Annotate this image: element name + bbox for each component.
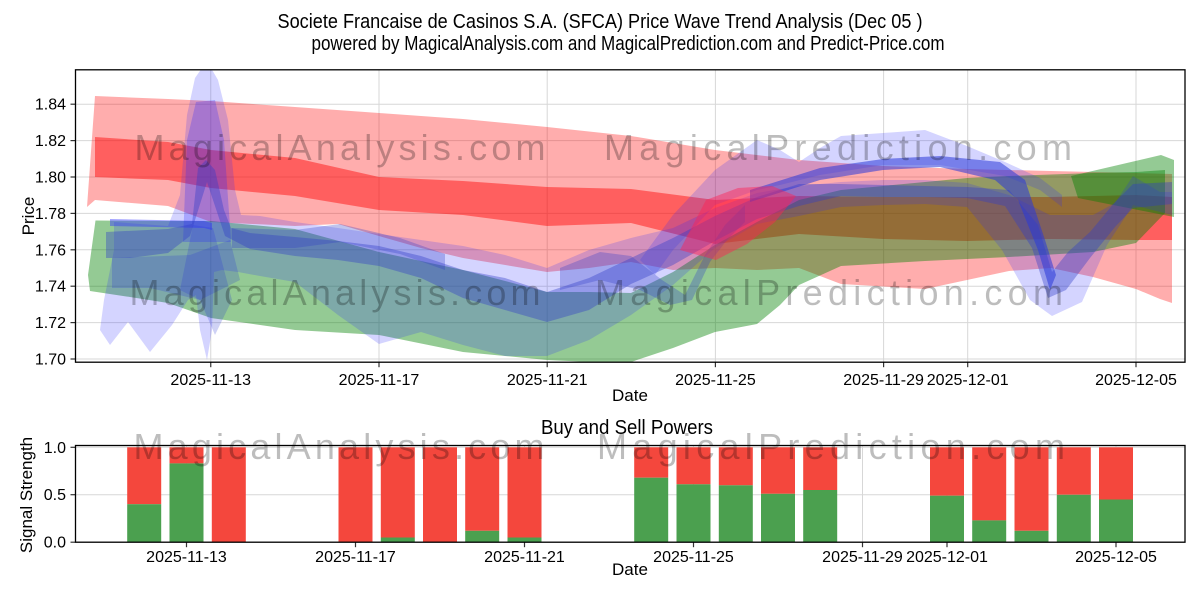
svg-text:2025-11-17: 2025-11-17 xyxy=(339,372,420,389)
svg-text:Buy and Sell Powers: Buy and Sell Powers xyxy=(541,417,713,439)
svg-text:2025-12-01: 2025-12-01 xyxy=(927,372,1009,389)
svg-text:2025-11-21: 2025-11-21 xyxy=(484,549,565,566)
svg-text:2025-12-05: 2025-12-05 xyxy=(1095,372,1177,389)
svg-text:MagicalPrediction.com: MagicalPrediction.com xyxy=(597,426,1065,467)
svg-text:2025-11-13: 2025-11-13 xyxy=(170,372,251,389)
svg-text:Societe Francaise de Casinos S: Societe Francaise de Casinos S.A. (SFCA)… xyxy=(278,11,923,33)
svg-text:powered by MagicalAnalysis.com: powered by MagicalAnalysis.com and Magic… xyxy=(312,33,945,55)
svg-text:1.72: 1.72 xyxy=(35,315,66,332)
svg-text:1.78: 1.78 xyxy=(35,206,66,223)
svg-text:Date: Date xyxy=(612,386,648,405)
svg-text:MagicalAnalysis.com: MagicalAnalysis.com xyxy=(130,272,541,313)
svg-text:2025-11-29: 2025-11-29 xyxy=(843,372,924,389)
svg-text:Date: Date xyxy=(612,560,648,579)
svg-text:0.5: 0.5 xyxy=(44,487,66,504)
svg-text:MagicalAnalysis.com: MagicalAnalysis.com xyxy=(134,426,545,467)
svg-text:2025-11-25: 2025-11-25 xyxy=(653,549,734,566)
svg-text:1.0: 1.0 xyxy=(44,440,66,457)
svg-text:1.84: 1.84 xyxy=(35,97,66,114)
svg-text:2025-11-21: 2025-11-21 xyxy=(507,372,588,389)
svg-text:1.80: 1.80 xyxy=(35,170,66,187)
svg-text:1.70: 1.70 xyxy=(35,352,66,369)
svg-text:Price: Price xyxy=(19,197,38,236)
svg-text:MagicalPrediction.com: MagicalPrediction.com xyxy=(604,127,1072,168)
svg-text:2025-11-13: 2025-11-13 xyxy=(146,549,227,566)
svg-text:Signal Strength: Signal Strength xyxy=(17,437,36,553)
svg-text:MagicalPrediction.com: MagicalPrediction.com xyxy=(595,272,1063,313)
svg-text:2025-11-25: 2025-11-25 xyxy=(675,372,756,389)
svg-text:1.74: 1.74 xyxy=(35,279,66,296)
svg-text:2025-12-01: 2025-12-01 xyxy=(906,549,988,566)
svg-text:0.0: 0.0 xyxy=(44,535,66,552)
svg-text:MagicalAnalysis.com: MagicalAnalysis.com xyxy=(135,127,546,168)
svg-text:2025-11-29: 2025-11-29 xyxy=(822,549,903,566)
svg-text:2025-11-17: 2025-11-17 xyxy=(315,549,396,566)
svg-text:1.82: 1.82 xyxy=(35,133,66,150)
svg-text:2025-12-05: 2025-12-05 xyxy=(1075,549,1157,566)
svg-text:1.76: 1.76 xyxy=(35,242,66,259)
